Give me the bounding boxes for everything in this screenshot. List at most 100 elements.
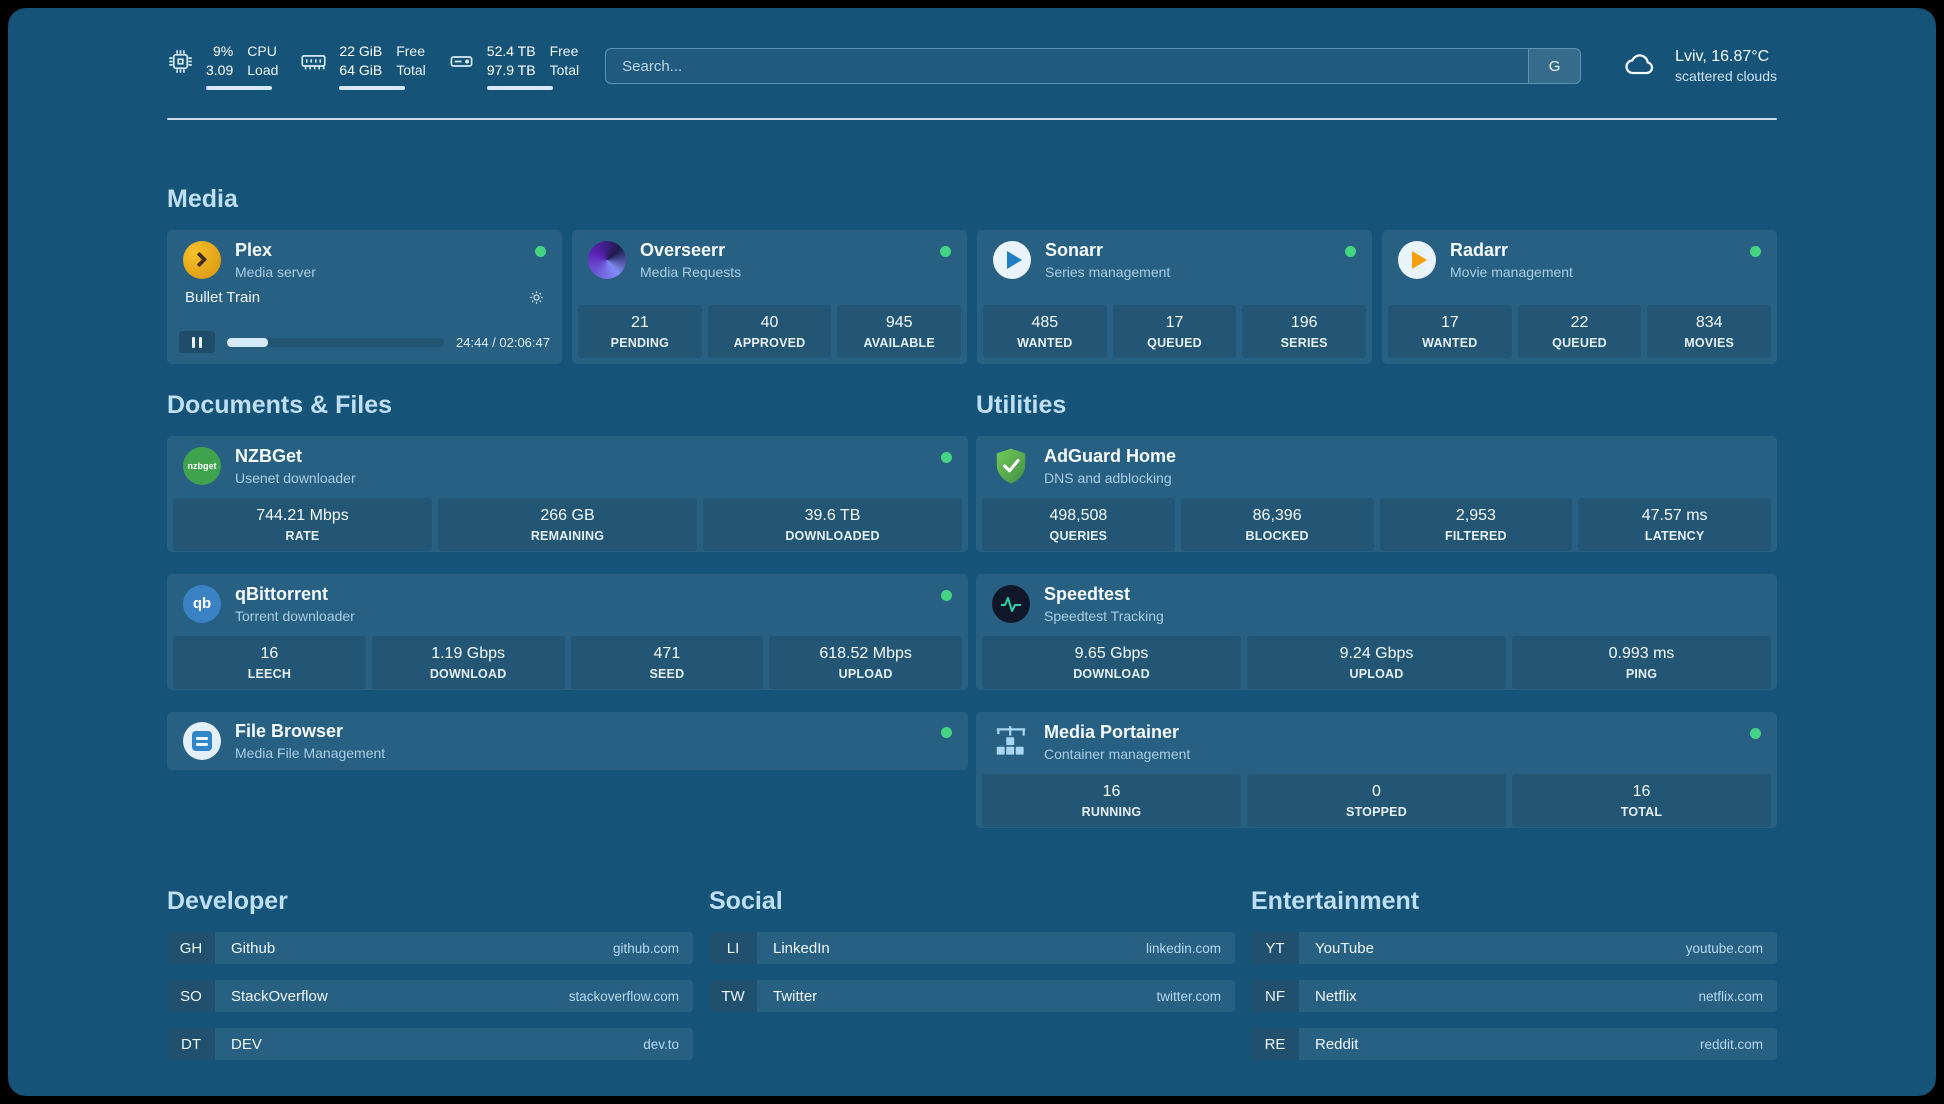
bookmark-netflix[interactable]: NF Netflix netflix.com [1251,980,1777,1012]
top-bar: 9% 3.09 CPU Load [167,38,1777,94]
app-title: qBittorrent [235,584,328,604]
qbittorrent-card[interactable]: qb qBittorrent Torrent downloader 16 LEEC… [167,574,968,690]
search-engine-button[interactable]: G [1528,49,1581,83]
section-media: Media Plex Media server Bullet Train [167,184,1777,364]
bookmark-url: reddit.com [1699,1036,1763,1052]
app-title: AdGuard Home [1044,446,1177,466]
bookmark-url: dev.to [643,1036,679,1052]
bookmark-github[interactable]: GH Github github.com [167,932,693,964]
ram-total-label: Total [396,62,426,78]
filebrowser-card[interactable]: File Browser Media File Management [167,712,968,770]
nzbget-card[interactable]: nzbget NZBGet Usenet downloader 744.21 M… [167,436,968,552]
section-developer: Developer GH Github github.com SO StackO… [167,886,693,1060]
system-metrics: 9% 3.09 CPU Load [167,42,579,90]
status-dot [535,246,546,257]
section-social: Social LI LinkedIn linkedin.com TW Twitt… [709,886,1235,1060]
bookmark-twitter[interactable]: TW Twitter twitter.com [709,980,1235,1012]
app-title: Plex [235,240,273,260]
weather-widget: Lviv, 16.87°C scattered clouds [1621,48,1777,84]
bookmark-abbr: LI [709,932,757,964]
status-dot [1750,728,1761,739]
status-dot [1750,246,1761,257]
weather-condition: scattered clouds [1675,68,1777,84]
cpu-load-label: Load [247,62,279,78]
search-input[interactable] [606,49,1529,83]
bookmark-name: StackOverflow [231,987,328,1005]
playback-time: 24:44 / 02:06:47 [456,334,550,350]
cloud-icon [1621,49,1661,83]
app-title: File Browser [235,721,344,742]
stat-downloaded: 39.6 TB DOWNLOADED [703,497,962,551]
disk-total-label: Total [549,62,580,78]
playback-progress-bar[interactable] [227,337,445,347]
app-title: Speedtest [1044,584,1131,604]
speedtest-card[interactable]: Speedtest Speedtest Tracking 9.65 Gbps DO… [976,574,1777,690]
app-subtitle: Series management [1045,263,1171,280]
overseerr-card[interactable]: Overseerr Media Requests 21 PENDING 40 APP… [572,230,967,364]
adguard-card[interactable]: AdGuard Home DNS and adblocking 498,508 Q… [976,436,1777,552]
stat-total: 16 TOTAL [1512,773,1771,827]
bookmark-abbr: NF [1251,980,1299,1012]
speedtest-icon [992,584,1030,623]
bookmark-url: netflix.com [1698,988,1763,1004]
bookmark-url: twitter.com [1156,988,1221,1004]
app-subtitle: Usenet downloader [235,469,356,486]
bookmark-abbr: RE [1251,1028,1299,1060]
bookmark-name: Twitter [773,987,818,1005]
header-divider [167,118,1777,120]
nzbget-icon: nzbget [183,446,221,485]
playback-progress-fill [227,337,269,347]
section-utilities: Utilities AdGuard Home [976,390,1777,828]
adguard-shield-icon [992,447,1030,485]
cpu-icon [167,48,194,75]
settings-gear-icon[interactable] [529,290,544,305]
cpu-usage-value: 9% [213,43,234,60]
stat-available: 945 AVAILABLE [837,305,962,358]
bookmark-url: youtube.com [1685,940,1763,956]
stat-rate: 744.21 Mbps RATE [173,497,432,551]
bookmark-abbr: YT [1251,932,1299,964]
bookmark-abbr: TW [709,980,757,1012]
ram-free-value: 22 GiB [339,43,383,60]
disk-free-label: Free [549,43,579,60]
stat-blocked: 86,396 BLOCKED [1180,497,1374,551]
bookmark-name: YouTube [1315,939,1374,957]
ram-total-value: 64 GiB [339,62,383,78]
app-subtitle: DNS and adblocking [1044,469,1172,486]
status-dot [941,590,952,601]
pause-button[interactable] [179,331,215,353]
bookmark-url: stackoverflow.com [568,988,679,1004]
bookmark-name: LinkedIn [773,939,830,957]
dashboard: 9% 3.09 CPU Load [8,8,1936,1096]
app-subtitle: Media File Management [235,744,386,761]
bookmark-youtube[interactable]: YT YouTube youtube.com [1251,932,1777,964]
disk-icon [448,48,475,75]
bookmark-reddit[interactable]: RE Reddit reddit.com [1251,1028,1777,1060]
bookmark-abbr: DT [167,1028,215,1060]
disk-free-value: 52.4 TB [486,43,536,60]
ram-free-label: Free [396,43,426,60]
stat-latency: 47.57 ms LATENCY [1578,497,1771,551]
bookmark-stackoverflow[interactable]: SO StackOverflow stackoverflow.com [167,980,693,1012]
plex-card[interactable]: Plex Media server Bullet Train [167,230,562,364]
bookmark-linkedin[interactable]: LI LinkedIn linkedin.com [709,932,1235,964]
stat-wanted: 17 WANTED [1388,305,1512,358]
bookmark-name: Github [231,939,276,957]
status-dot [940,246,951,257]
stat-movies: 834 MOVIES [1647,305,1772,358]
portainer-card[interactable]: Media Portainer Container management 16 R… [976,712,1777,828]
cpu-load-value: 3.09 [206,62,234,78]
sonarr-card[interactable]: Sonarr Series management 485 WANTED 17 QUE… [977,230,1372,364]
stat-seed: 471 SEED [570,635,764,689]
app-subtitle: Speedtest Tracking [1044,607,1164,624]
entertainment-heading: Entertainment [1251,887,1420,915]
radarr-card[interactable]: Radarr Movie management 17 WANTED 22 QUEUE… [1382,230,1777,364]
app-subtitle: Media Requests [640,263,742,280]
stat-approved: 40 APPROVED [707,305,832,358]
stat-queued: 22 QUEUED [1517,305,1642,358]
app-title: Radarr [1450,240,1509,260]
disk-usage-bar [486,85,553,90]
stat-download: 9.65 Gbps DOWNLOAD [982,635,1241,689]
bookmark-dev[interactable]: DT DEV dev.to [167,1028,693,1060]
